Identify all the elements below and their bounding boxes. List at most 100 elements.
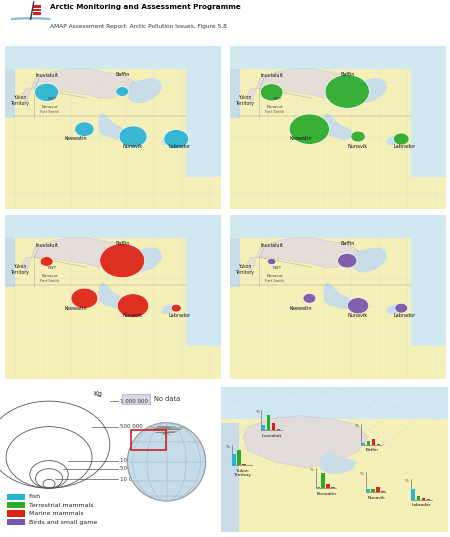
Text: Baffin: Baffin [365,448,378,452]
Bar [371,489,375,492]
Text: %: % [360,472,364,476]
Bar [237,449,241,465]
Bar [261,425,265,430]
Circle shape [119,126,147,147]
Text: %: % [355,424,359,429]
Polygon shape [353,248,387,272]
Text: Labrador: Labrador [168,313,191,318]
Circle shape [395,303,408,313]
Text: Inuvialuit: Inuvialuit [260,243,283,248]
Text: Keewatin: Keewatin [289,306,312,310]
Circle shape [267,258,276,265]
Polygon shape [243,416,368,468]
Text: Birds and small game: Birds and small game [29,520,97,525]
Polygon shape [22,69,134,105]
Polygon shape [99,113,128,141]
Text: Yukon
Territory: Yukon Territory [235,95,254,106]
Circle shape [71,288,98,308]
Bar [232,454,235,465]
Bar [266,415,270,430]
Polygon shape [161,135,177,145]
Text: 50 000: 50 000 [120,466,139,471]
Polygon shape [186,238,220,346]
Bar [372,439,375,445]
Circle shape [289,114,329,144]
Circle shape [127,423,206,501]
Text: Arctic Monitoring and Assessment Programme: Arctic Monitoring and Assessment Program… [50,4,240,10]
Text: Yukon
Territory: Yukon Territory [235,264,254,275]
Polygon shape [4,238,15,287]
Text: %: % [310,468,314,472]
Circle shape [100,244,144,278]
Bar [6,494,25,500]
Bar [326,484,330,488]
Text: Labrador: Labrador [393,313,416,318]
Text: 10 000: 10 000 [120,477,139,482]
Text: Fort Smith: Fort Smith [266,110,284,114]
Bar [33,5,41,8]
Circle shape [393,133,409,145]
Bar [242,464,246,465]
Bar [220,387,448,418]
Circle shape [303,293,316,303]
Bar [366,489,369,492]
Text: Inuvialuit: Inuvialuit [260,74,283,78]
Bar [277,429,280,430]
Polygon shape [353,78,387,103]
Text: Yukon
Territory: Yukon Territory [10,264,29,275]
Circle shape [117,294,149,317]
Bar [33,9,41,11]
Polygon shape [150,426,183,434]
Circle shape [351,131,365,142]
Polygon shape [230,238,240,287]
Text: Nunavut: Nunavut [41,105,58,109]
Text: Inuvialuit: Inuvialuit [261,434,282,438]
Circle shape [171,304,181,312]
Text: Baffin: Baffin [340,241,355,246]
Text: Keewatin: Keewatin [64,306,87,310]
Bar [122,394,150,404]
Text: Yukon
Territory: Yukon Territory [233,469,251,477]
Text: Fort Smith: Fort Smith [40,110,59,114]
Bar [316,487,320,488]
Polygon shape [99,282,128,310]
Text: Fish: Fish [29,495,41,499]
Bar [366,441,370,445]
Text: Labrador: Labrador [412,503,431,507]
Bar [4,215,220,238]
Text: Fort Smith: Fort Smith [266,279,284,283]
Circle shape [164,129,189,148]
Bar [272,423,275,430]
Bar [230,46,446,69]
Polygon shape [186,69,220,177]
Text: Nunavik: Nunavik [123,313,143,318]
Circle shape [40,257,53,266]
Bar [427,499,430,500]
Text: 500 000: 500 000 [120,424,143,429]
Text: NWT: NWT [47,97,57,101]
Bar [321,473,325,488]
Circle shape [347,297,369,314]
Bar [6,511,25,517]
Circle shape [325,75,369,108]
Bar [6,519,25,525]
Text: Baffin: Baffin [115,72,130,77]
Text: Labrador: Labrador [393,144,416,149]
Text: Keewatin: Keewatin [64,136,87,141]
Text: 1 000 000: 1 000 000 [120,398,148,404]
Circle shape [338,253,357,268]
Text: NWT: NWT [272,266,282,270]
Text: 100 000: 100 000 [120,458,143,463]
Text: %: % [255,410,259,414]
Text: Marine mammals: Marine mammals [29,511,83,516]
Circle shape [75,122,94,136]
Text: Keewatin: Keewatin [289,136,312,141]
Circle shape [260,84,283,101]
Text: No data: No data [154,396,180,402]
Bar [6,502,25,509]
Polygon shape [324,282,353,310]
Bar [417,496,420,500]
Bar [411,489,415,500]
Polygon shape [161,304,177,314]
Text: Nunavik: Nunavik [348,144,368,149]
